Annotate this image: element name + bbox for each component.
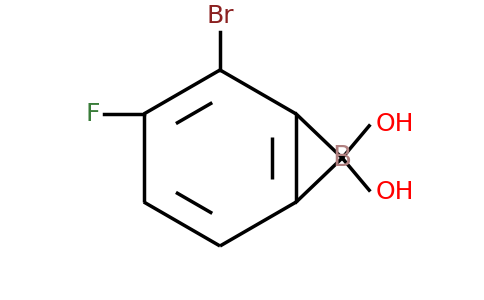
Text: OH: OH (375, 112, 414, 136)
Text: F: F (85, 102, 100, 126)
Text: B: B (333, 144, 352, 172)
Text: Br: Br (206, 4, 234, 28)
Text: OH: OH (375, 180, 414, 204)
